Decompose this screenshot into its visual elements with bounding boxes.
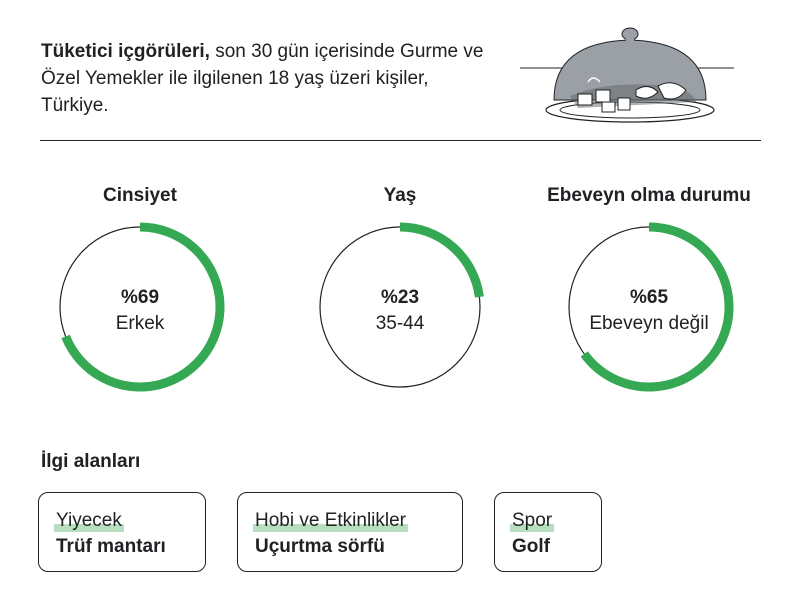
interest-value: Golf — [512, 536, 550, 557]
title-bold: Tüketici içgörüleri, — [41, 41, 210, 62]
donut-label: 35-44 — [375, 313, 425, 334]
donut-value: %23 — [380, 287, 420, 308]
donut-value: %69 — [120, 287, 160, 308]
donut-chart — [568, 222, 734, 392]
interest-card-food: Yiyecek Trüf mantarı — [38, 492, 206, 572]
donut-value-arc — [399, 222, 484, 298]
interests-title: İlgi alanları — [41, 451, 141, 472]
divider — [40, 140, 761, 141]
donut-gender: Cinsiyet %69 Erkek — [20, 183, 260, 413]
interest-value: Trüf mantarı — [56, 536, 166, 557]
cloche-dish-icon — [520, 27, 734, 123]
title-rest: son 30 gün içerisinde Gurme ve Özel Yeme… — [41, 41, 484, 116]
donut-value-arc — [61, 222, 225, 392]
donut-value-arc — [580, 222, 734, 392]
donut-title: Yaş — [383, 185, 417, 206]
donut-age: Yaş %23 35-44 — [280, 183, 520, 413]
donut-label: Erkek — [115, 313, 165, 334]
donut-chart — [319, 222, 484, 388]
donut-chart — [59, 222, 225, 392]
donut-title: Ebeveyn olma durumu — [547, 185, 751, 206]
interest-card-sport: Spor Golf — [494, 492, 602, 572]
donut-parental: Ebeveyn olma durumu %65 Ebeveyn değil — [529, 183, 769, 413]
interest-category: Hobi ve Etkinlikler — [253, 510, 408, 532]
interest-card-hobby: Hobi ve Etkinlikler Uçurtma sörfü — [237, 492, 463, 572]
donut-title: Cinsiyet — [103, 185, 177, 206]
page-title: Tüketici içgörüleri, son 30 gün içerisin… — [41, 38, 501, 119]
donut-label: Ebeveyn değil — [589, 313, 709, 334]
donut-value: %65 — [629, 287, 669, 308]
interest-category: Yiyecek — [54, 510, 124, 532]
interest-category: Spor — [510, 510, 555, 532]
interest-value: Uçurtma sörfü — [255, 536, 385, 557]
